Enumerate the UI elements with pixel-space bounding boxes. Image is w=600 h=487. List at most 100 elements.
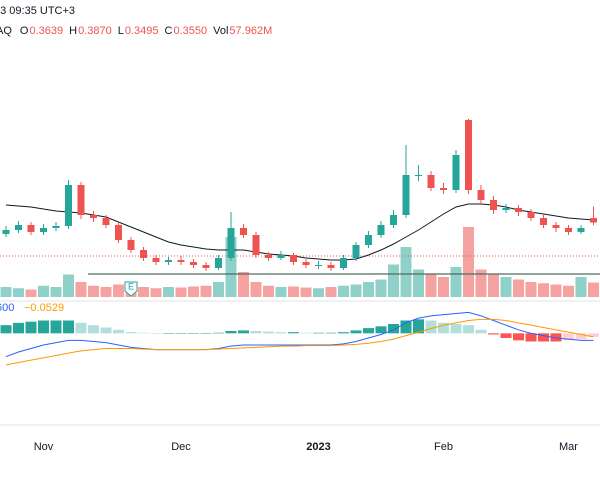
histogram-bar: [13, 322, 24, 334]
histogram-bar: [88, 325, 99, 334]
candle-body: [302, 262, 310, 265]
candle-body: [265, 255, 272, 258]
histogram-bar: [450, 324, 462, 334]
volume-bar: [513, 279, 524, 297]
histogram-bar: [50, 320, 62, 334]
candle-body: [90, 215, 97, 218]
legend-value: 0.3870: [78, 25, 112, 37]
histogram-bar: [263, 331, 274, 334]
histogram-bar: [150, 333, 162, 334]
histogram-bar: [275, 332, 287, 334]
histogram-bar: [500, 333, 512, 338]
candle-body: [40, 228, 47, 232]
volume-bar: [463, 227, 474, 297]
header-time: 23 09:35 UTC+3: [0, 5, 75, 17]
histogram-bar: [300, 332, 312, 334]
histogram-bar: [513, 333, 524, 341]
volume-bar: [113, 284, 124, 297]
histogram-bar: [338, 332, 349, 334]
volume-bar: [363, 282, 374, 297]
volume-bar: [288, 286, 299, 297]
legend-value: 57.962M: [229, 25, 272, 37]
histogram-bar: [238, 330, 249, 334]
candle-body: [27, 225, 35, 232]
candle-body: [552, 225, 560, 228]
volume-bar: [250, 282, 262, 297]
volume-bar: [50, 287, 62, 297]
histogram-bar: [163, 333, 174, 334]
candle-body: [227, 228, 235, 258]
volume-bar: [563, 285, 574, 297]
histogram-bar: [588, 333, 599, 337]
volume-bar: [225, 237, 237, 297]
volume-bar: [525, 282, 537, 297]
candle-body: [365, 235, 372, 245]
x-tick-label: 2023: [306, 441, 330, 453]
histogram-bar: [575, 333, 587, 340]
x-tick-label: Nov: [34, 441, 54, 453]
histogram-bar: [525, 333, 537, 342]
histogram-bar: [100, 327, 112, 334]
volume-bar: [350, 284, 362, 297]
candle-body: [52, 226, 60, 228]
histogram-bar: [350, 330, 362, 334]
legend-value: 0.3550: [173, 25, 207, 37]
histogram-bar: [38, 320, 49, 334]
volume-bar: [75, 282, 87, 297]
volume-bar: [438, 277, 449, 297]
volume-bar: [175, 287, 187, 297]
candle-body: [565, 228, 572, 232]
legend-key: L: [118, 25, 124, 37]
candle-body: [340, 258, 347, 268]
volume-bar: [400, 247, 412, 297]
legend-value: 0.3639: [29, 25, 63, 37]
candle-body: [2, 230, 10, 234]
x-tick-label: Feb: [434, 441, 453, 453]
candle-body: [115, 225, 122, 240]
histogram-bar: [25, 321, 37, 334]
symbol: AQ: [0, 25, 12, 37]
volume-bar: [138, 287, 149, 297]
histogram-bar: [288, 332, 299, 334]
histogram-bar: [175, 333, 187, 334]
candle-body: [140, 250, 147, 258]
candle-body: [77, 185, 85, 215]
candle-body: [240, 228, 247, 235]
histogram-bar: [463, 325, 474, 334]
histogram-bar: [0, 325, 12, 334]
histogram-bar: [200, 333, 212, 334]
candle-body: [490, 200, 497, 210]
histogram-bar: [363, 328, 374, 334]
histogram-bar: [563, 333, 574, 341]
legend-key: O: [20, 25, 29, 37]
volume-bar: [588, 282, 599, 297]
volume-bar: [188, 286, 199, 297]
volume-bar: [475, 269, 487, 297]
histogram-bar: [188, 333, 199, 334]
candle-body: [65, 185, 72, 226]
candle-body: [390, 215, 397, 225]
candle-body: [402, 175, 410, 215]
candle-body: [202, 265, 210, 268]
candle-body: [502, 208, 510, 210]
legend-key: Vol: [213, 25, 228, 37]
histogram-bar: [475, 329, 487, 334]
volume-bar: [25, 289, 37, 297]
volume-bar: [13, 288, 24, 297]
histogram-bar: [538, 333, 549, 342]
candle-body: [102, 218, 110, 225]
histogram-bar: [400, 320, 412, 334]
volume-bar: [488, 274, 499, 297]
macd-value: −0.0529: [24, 302, 64, 314]
histogram-bar: [138, 332, 149, 334]
volume-bar: [0, 287, 12, 297]
legend-value: 0.3495: [125, 25, 159, 37]
histogram-bar: [488, 333, 499, 335]
legend-key: H: [69, 25, 77, 37]
histogram-bar: [225, 331, 237, 334]
x-tick-label: Mar: [559, 441, 578, 453]
candle-body: [252, 235, 260, 255]
volume-bar: [213, 282, 224, 297]
candle-body: [477, 190, 485, 200]
candle-body: [352, 245, 360, 258]
